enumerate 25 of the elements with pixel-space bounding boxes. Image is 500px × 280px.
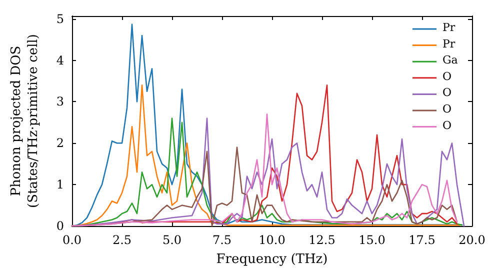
line-series xyxy=(71,24,463,227)
y-tick-label: 0 xyxy=(56,219,64,233)
x-tick-label: 15.0 xyxy=(358,233,386,247)
x-axis-title: Frequency (THz) xyxy=(216,252,328,267)
x-tick-label: 20.0 xyxy=(458,233,486,247)
legend-label: O xyxy=(442,70,452,83)
x-tick-label: 10.0 xyxy=(258,233,286,247)
legend-label: Pr xyxy=(442,37,456,50)
x-tick-label: 17.5 xyxy=(408,233,436,247)
y-tick-label: 1 xyxy=(56,178,64,192)
legend-label: O xyxy=(442,102,452,116)
y-tick-label: 2 xyxy=(56,136,64,150)
x-tick-label: 12.5 xyxy=(308,233,336,247)
y-tick-label: 3 xyxy=(56,94,64,109)
x-tick-label: 0.0 xyxy=(62,233,82,247)
legend-label: O xyxy=(442,86,452,100)
x-tick-label: 5.0 xyxy=(162,233,182,247)
y-axis-title: Phonon projected DOS (States/THz·primitive cell) xyxy=(9,34,41,208)
legend-label: O xyxy=(442,118,452,132)
x-tick-label: 2.5 xyxy=(112,233,132,247)
y-tick-label: 4 xyxy=(56,53,64,68)
legend-label: Pr xyxy=(442,21,456,34)
x-tick-label: 7.5 xyxy=(212,233,232,247)
y-tick-label: 5 xyxy=(56,12,64,26)
legend-label: Ga xyxy=(442,54,458,67)
